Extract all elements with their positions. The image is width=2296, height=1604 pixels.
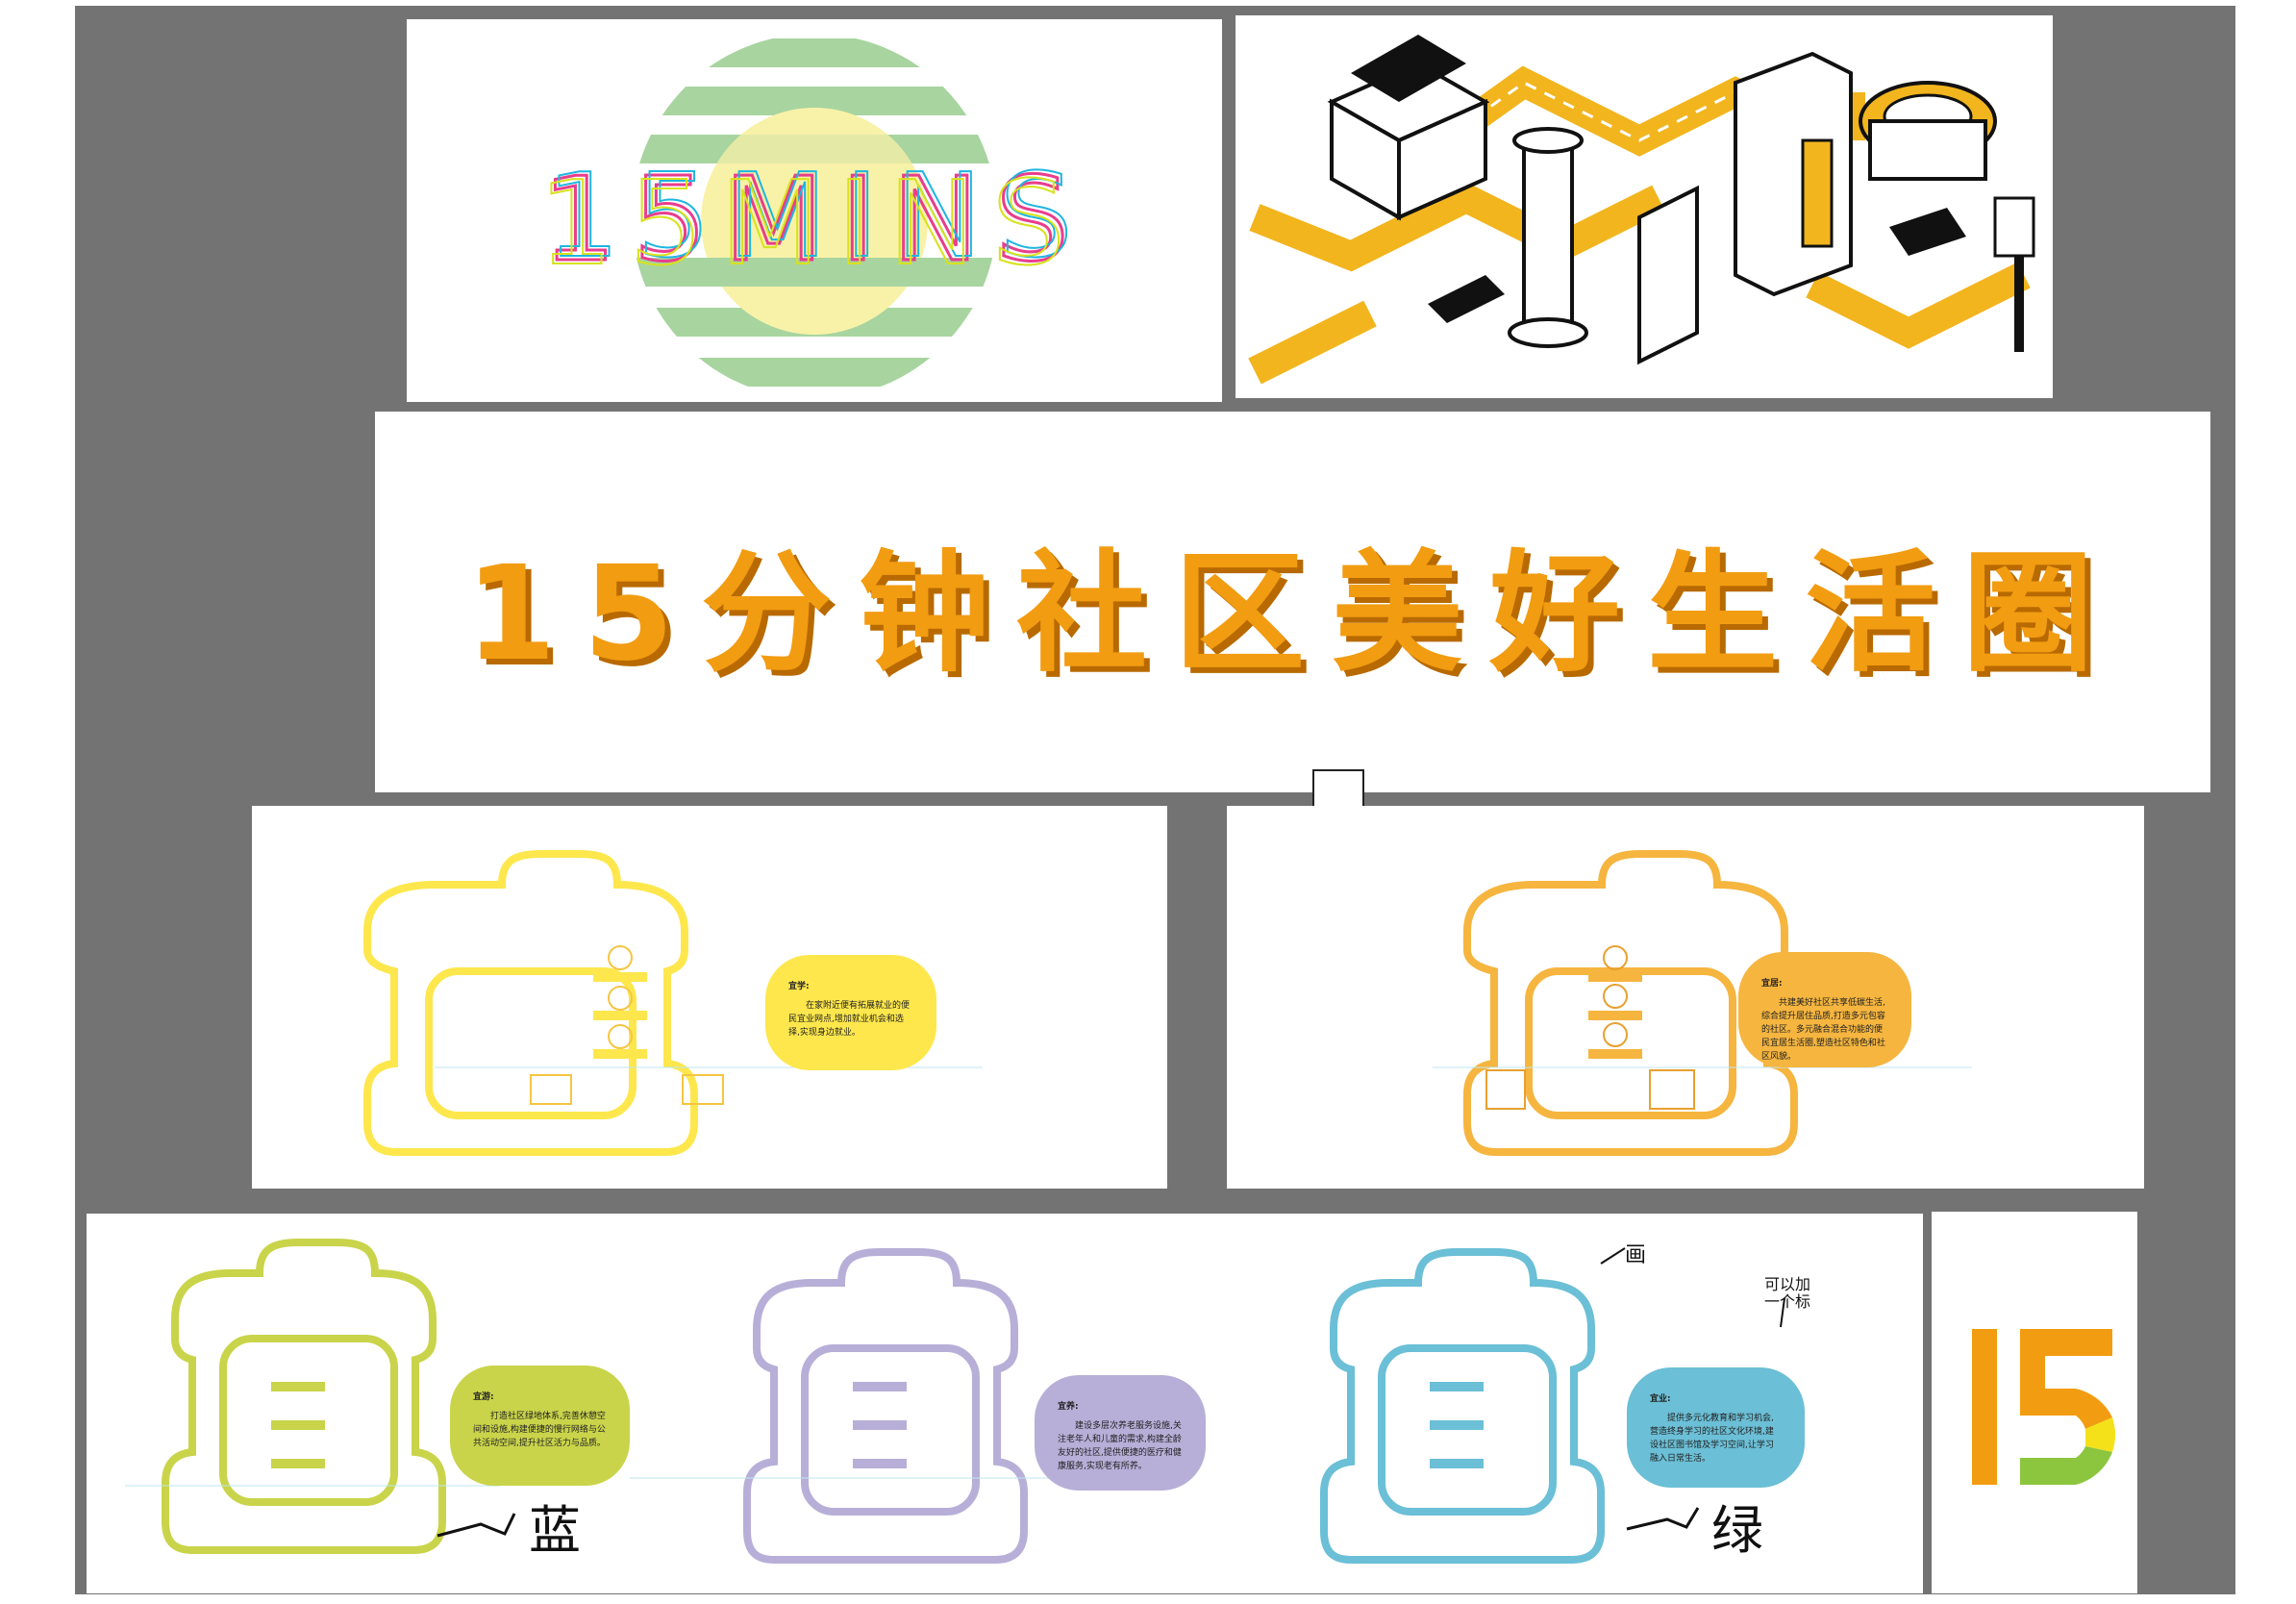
- card-3-bubble: 宜游: 打造社区绿地体系,完善休憩空间和设施,构建便捷的慢行网络与公共活动空间,…: [450, 1366, 630, 1486]
- family-icon: [1485, 1069, 1526, 1110]
- bed-icon: [1603, 984, 1628, 1009]
- cards-panel-row3[interactable]: 宜游: 打造社区绿地体系,完善休憩空间和设施,构建便捷的慢行网络与公共活动空间,…: [87, 1214, 1923, 1593]
- card-4-label: 宜养:: [1058, 1402, 1079, 1412]
- annotation-small-b: 可以加一个标: [1764, 1275, 1811, 1311]
- card-1-bubble: 宜学: 在家附近便有拓展就业的便民宜业网点,增加就业机会和选择,实现身边就业。: [765, 955, 936, 1070]
- lightbulb-icon: [608, 945, 633, 970]
- backpack-green: [125, 1239, 500, 1554]
- arrow-sketch-2: [1626, 1507, 1700, 1531]
- logo-panel[interactable]: 15MINS 15MINS 15MINS: [407, 19, 1222, 402]
- card-panel-1[interactable]: 宜学: 在家附近便有拓展就业的便民宜业网点,增加就业机会和选择,实现身边就业。: [252, 806, 1167, 1189]
- house-icon: [1603, 945, 1628, 970]
- card-5-label: 宜业:: [1650, 1394, 1671, 1404]
- logo-text-outline-blue: 15MINS: [546, 150, 1090, 284]
- coin-icon: [608, 1024, 633, 1049]
- backpacks-row3: [125, 1239, 1785, 1564]
- card-2-text: 共建美好社区共享低碳生活,综合提升居住品质,打造多元包容的社区。多元融合混合功能…: [1761, 998, 1885, 1062]
- annotation-green: 绿: [1711, 1500, 1763, 1561]
- backpack-blue: [1320, 1248, 1605, 1564]
- card-1-text: 在家附近便有拓展就业的便民宜业网点,增加就业机会和选择,实现身边就业。: [788, 1001, 911, 1038]
- card-2-bubble: 宜居: 共建美好社区共享低碳生活,综合提升居住品质,打造多元包容的社区。多元融合…: [1738, 952, 1911, 1067]
- title-banner[interactable]: 15分钟社区美好生活圈: [375, 412, 2210, 792]
- card-4-bubble: 宜养: 建设多层次养老服务设施,关注老年人和儿童的需求,构建全龄友好的社区,提供…: [1035, 1375, 1206, 1491]
- city-illustration-panel[interactable]: [1235, 15, 2053, 398]
- backpack-purple: [630, 1248, 1053, 1564]
- card-panel-2[interactable]: 宜居: 共建美好社区共享低碳生活,综合提升居住品质,打造多元包容的社区。多元融合…: [1227, 806, 2144, 1189]
- digit-one: [1972, 1329, 1997, 1485]
- card-3-text: 打造社区绿地体系,完善休憩空间和设施,构建便捷的慢行网络与公共活动空间,提升社区…: [473, 1412, 606, 1448]
- backpack-outline-1: [363, 850, 983, 1156]
- card-2-label: 宜居:: [1761, 979, 1783, 989]
- laptop-icon: [682, 1074, 724, 1105]
- annotation-small-a: 画: [1625, 1243, 1647, 1267]
- backpack-outline-2: [1433, 850, 1972, 1156]
- logo-graphic: 15MINS 15MINS 15MINS: [537, 34, 1090, 399]
- logo-text-outline-yellow: 15MINS: [538, 158, 1083, 291]
- briefcase-icon: [530, 1074, 572, 1105]
- isometric-city-illustration: [1248, 35, 2035, 385]
- badge-panel[interactable]: 15: [1932, 1212, 2137, 1593]
- money-icon: [608, 986, 633, 1011]
- badge-15-graphic: [1972, 1329, 2115, 1485]
- card-5-bubble: 宜业: 提供多元化教育和学习机会,营造终身学习的社区文化环境,建设社区图书馆及学…: [1627, 1367, 1805, 1488]
- card-1-label: 宜学:: [788, 982, 810, 991]
- people-icon: [1603, 1022, 1628, 1047]
- building-icon: [1649, 1069, 1695, 1110]
- logo-text: 15MINS: [542, 154, 1086, 288]
- arrow-sketch-1: [437, 1513, 516, 1538]
- card-3-label: 宜游:: [473, 1392, 494, 1402]
- card-5-text: 提供多元化教育和学习机会,营造终身学习的社区文化环境,建设社区图书馆及学习空间,…: [1650, 1414, 1774, 1464]
- banner-title: 15分钟社区美好生活圈: [464, 538, 2121, 690]
- annotation-blue: 蓝: [529, 1500, 581, 1561]
- card-4-text: 建设多层次养老服务设施,关注老年人和儿童的需求,构建全龄友好的社区,提供便捷的医…: [1058, 1421, 1182, 1471]
